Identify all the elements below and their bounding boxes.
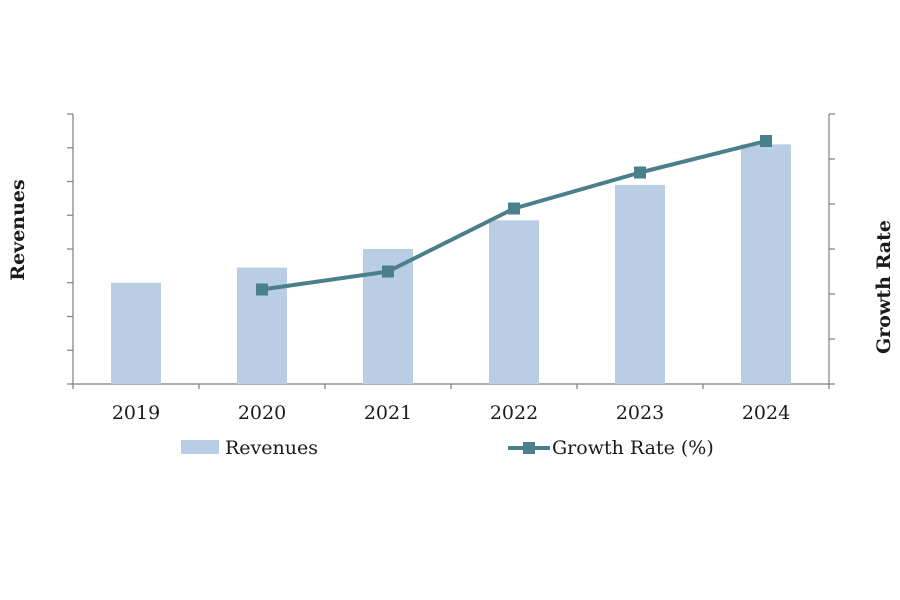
bar-series: [111, 144, 791, 384]
plot-area: 2019 2020 2021 2022 2023 2024: [67, 113, 835, 424]
x-tick-label: 2022: [490, 402, 538, 424]
legend-swatch-revenues: [181, 440, 219, 454]
bar-revenues-2022: [489, 220, 539, 384]
x-tick-label: 2021: [364, 402, 412, 424]
y-axis-title: Revenues: [7, 179, 29, 280]
legend-label-growth: Growth Rate (%): [552, 437, 714, 459]
point-growth-rate-2022: [508, 202, 520, 215]
x-tick-label: 2023: [616, 402, 664, 424]
legend-label-revenues: Revenues: [225, 437, 318, 459]
x-tick-label: 2020: [238, 402, 286, 424]
x-tick-label: 2024: [742, 402, 790, 424]
point-growth-rate-2024: [760, 135, 772, 147]
y2-axis-title: Growth Rate: [873, 220, 895, 354]
line-series: [256, 135, 772, 296]
bar-revenues-2019: [111, 282, 161, 384]
x-tick-labels: 2019 2020 2021 2022 2023 2024: [112, 402, 790, 424]
point-growth-rate-2020: [256, 283, 268, 296]
point-growth-rate-2023: [634, 166, 646, 179]
legend: Revenues Growth Rate (%): [181, 437, 714, 459]
x-tick-label: 2019: [112, 402, 160, 424]
legend-marker-growth: [523, 442, 535, 454]
axis-ticks: [67, 113, 835, 389]
bar-revenues-2024: [741, 144, 791, 384]
point-growth-rate-2021: [382, 265, 394, 278]
bar-revenues-2023: [615, 184, 665, 384]
